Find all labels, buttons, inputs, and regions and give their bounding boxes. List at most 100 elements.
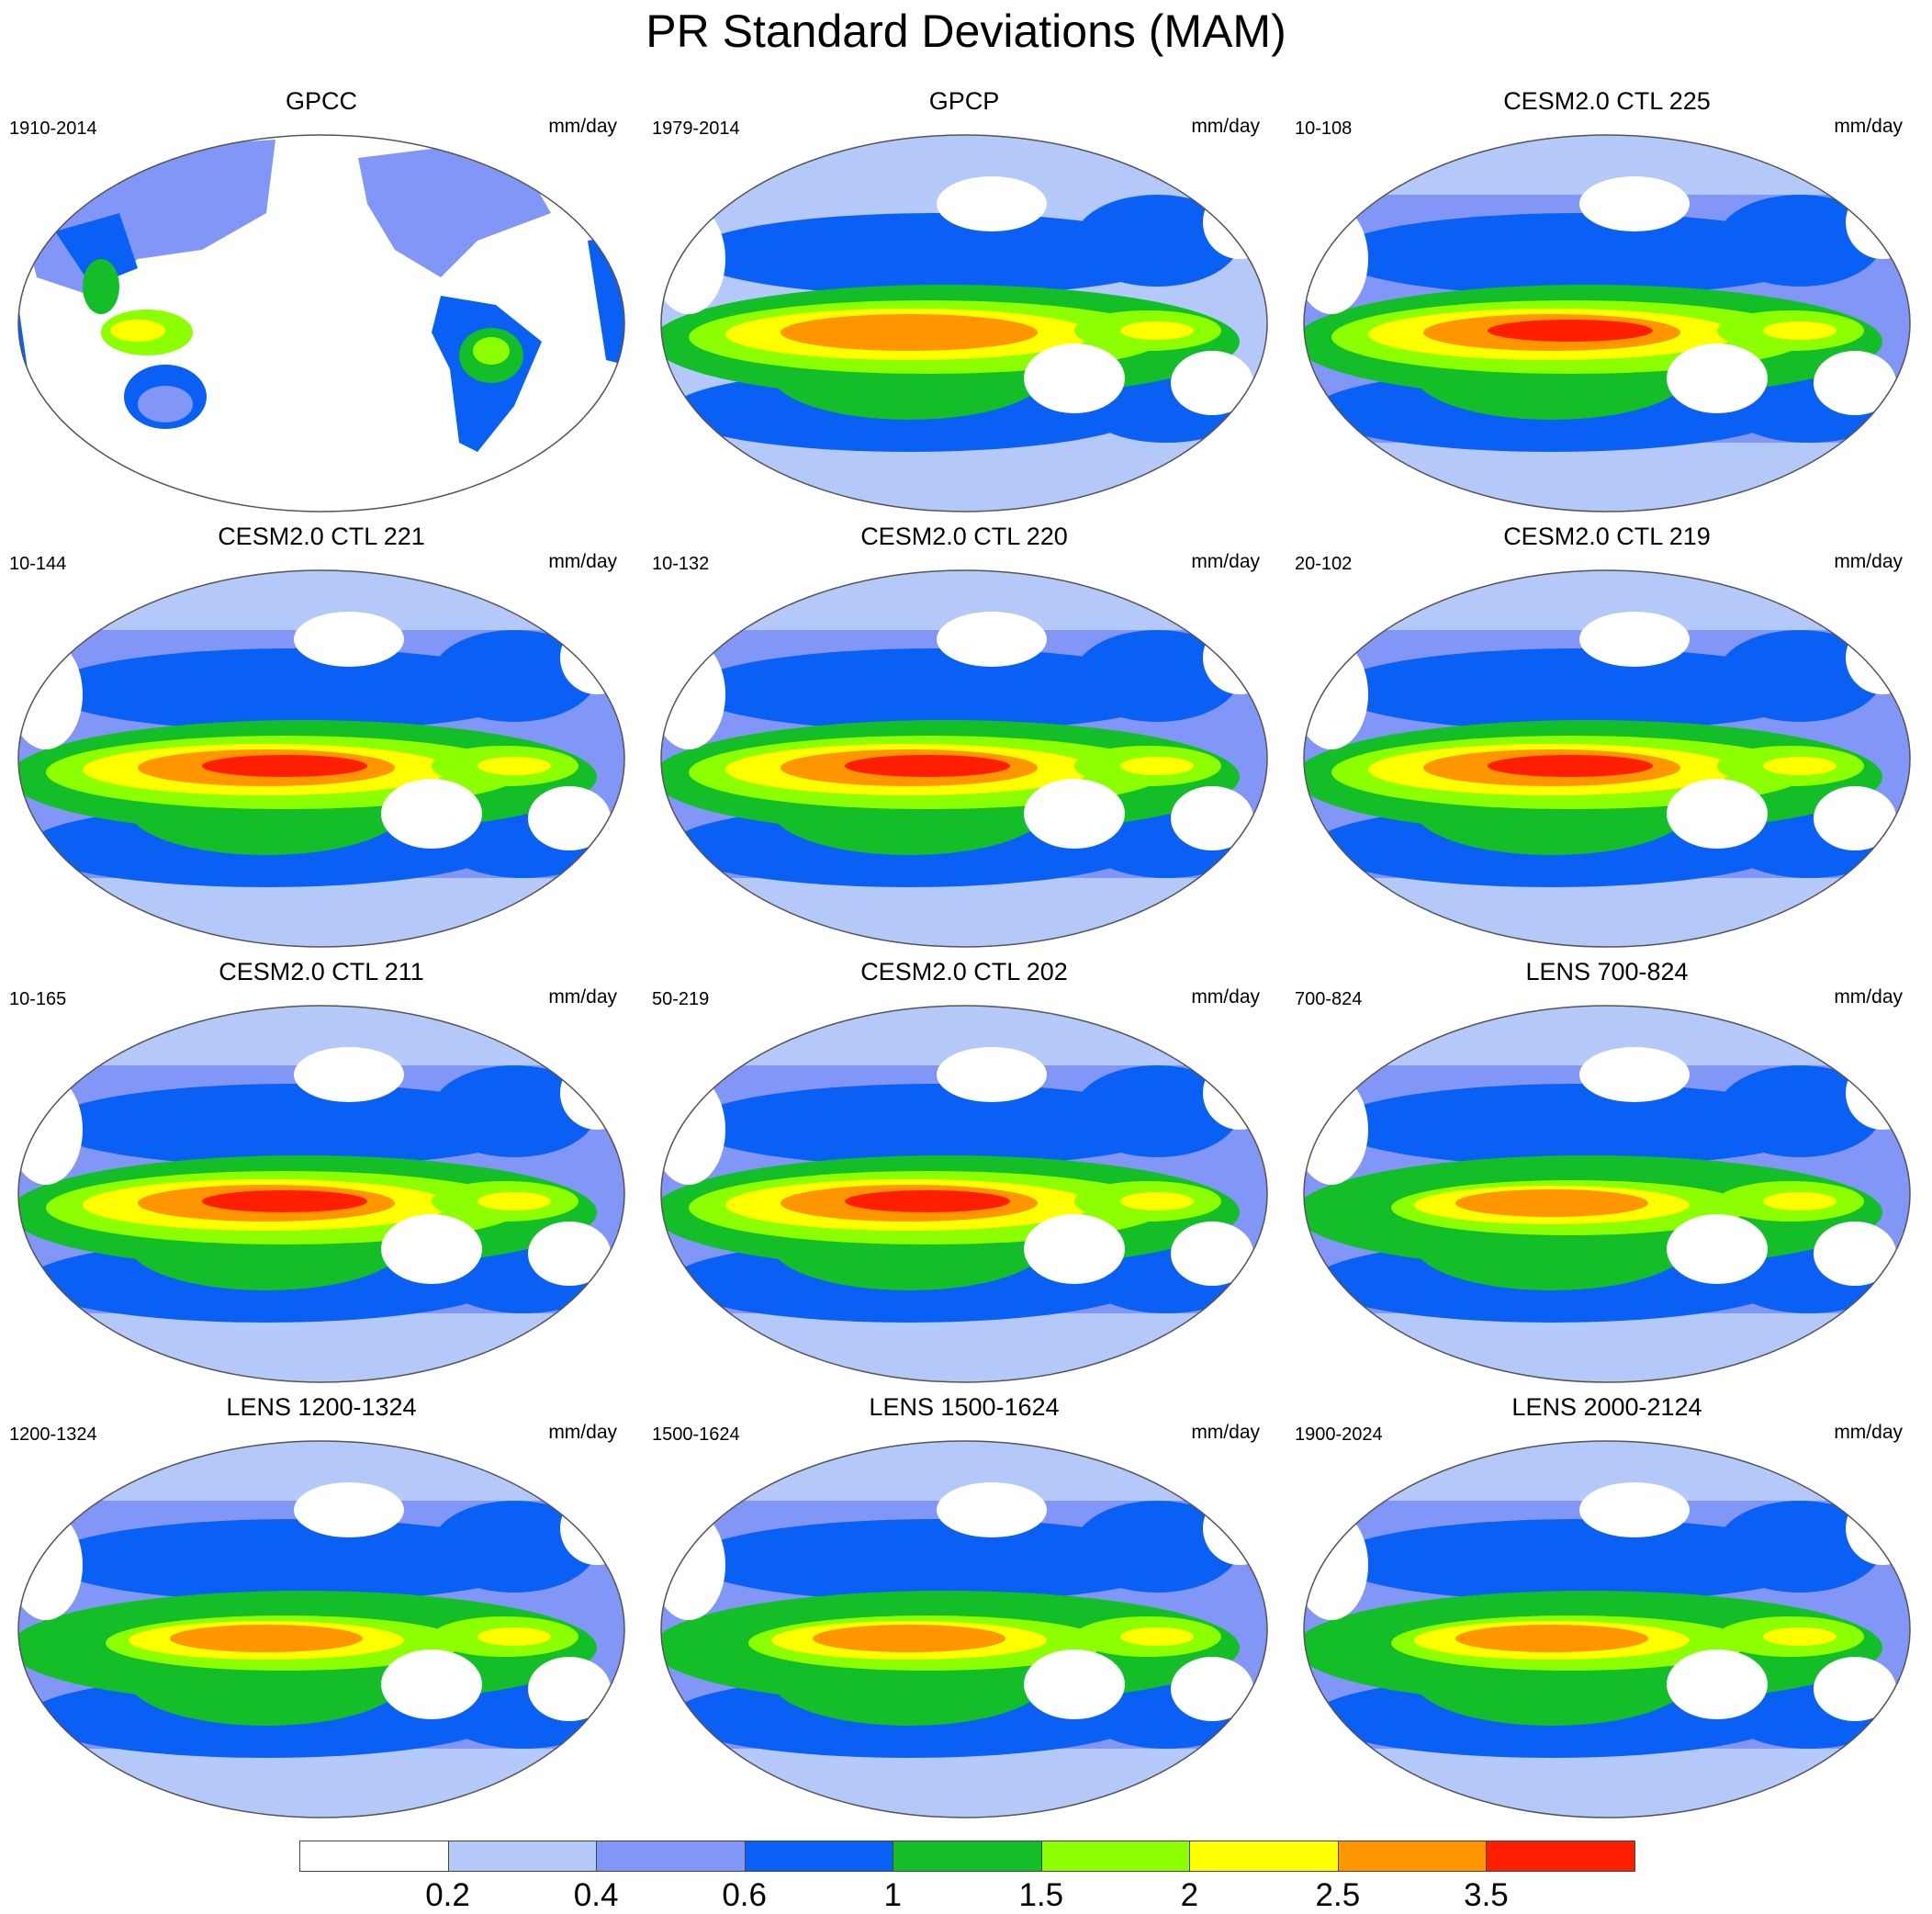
se-pacific-dry-zone bbox=[1024, 779, 1125, 849]
southern-ocean-band bbox=[661, 1749, 1267, 1818]
colorbar-label: 1.5 bbox=[1018, 1877, 1064, 1913]
southern-ocean-band bbox=[18, 878, 624, 947]
robinson-map bbox=[1303, 1005, 1911, 1383]
north-america-dry-zone bbox=[937, 612, 1047, 667]
southern-ocean-band bbox=[18, 1313, 624, 1382]
se-atlantic-dry-zone bbox=[528, 786, 611, 850]
north-atlantic-storm-track bbox=[1717, 630, 1882, 722]
map-outline bbox=[17, 1440, 625, 1818]
north-america-dry-zone bbox=[1579, 176, 1690, 231]
atlantic-itcz-core bbox=[477, 1627, 551, 1646]
north-atlantic-storm-track bbox=[1074, 1065, 1240, 1157]
panel-title: CESM2.0 CTL 211 bbox=[219, 958, 424, 985]
atlantic-itcz-core bbox=[1763, 1627, 1837, 1646]
colorbar-box bbox=[893, 1841, 1042, 1872]
north-america-land bbox=[358, 149, 551, 277]
panel-units: mm/day bbox=[548, 1422, 617, 1443]
north-pacific-storm-track bbox=[1331, 213, 1827, 296]
robinson-map bbox=[660, 569, 1268, 948]
north-america-dry-zone bbox=[937, 1047, 1047, 1102]
panel-units: mm/day bbox=[548, 116, 617, 137]
panel-title: CESM2.0 CTL 220 bbox=[860, 523, 1068, 550]
africa-edge bbox=[588, 231, 624, 369]
panel-years: 1200-1324 bbox=[9, 1424, 97, 1445]
middle-east-dry-zone bbox=[661, 1510, 725, 1620]
map-panel: LENS 1500-1624 1500-1624 mm/day bbox=[643, 1392, 1286, 1824]
map-panel: LENS 700-824 700-824 mm/day bbox=[1286, 957, 1928, 1389]
panel-units: mm/day bbox=[1834, 116, 1903, 137]
north-pacific-storm-track bbox=[689, 648, 1185, 731]
itcz-red-core bbox=[202, 1190, 367, 1212]
sahara-dry-zone bbox=[1203, 186, 1267, 259]
robinson-map bbox=[17, 569, 625, 948]
se-pacific-dry-zone bbox=[1667, 1649, 1768, 1719]
panel-title: LENS 1500-1624 bbox=[869, 1393, 1060, 1421]
map-outline bbox=[660, 1440, 1268, 1818]
colorbar-box bbox=[1040, 1841, 1191, 1872]
middle-east-dry-zone bbox=[1304, 1510, 1368, 1620]
colorbar-label: 2 bbox=[1180, 1877, 1199, 1913]
north-america-dry-zone bbox=[294, 1047, 404, 1102]
robinson-map bbox=[660, 1440, 1268, 1818]
robinson-map bbox=[17, 1005, 625, 1383]
se-pacific-dry-zone bbox=[381, 1649, 482, 1719]
map-panel: CESM2.0 CTL 220 10-132 mm/day bbox=[643, 522, 1286, 953]
itcz-red-core bbox=[1488, 755, 1653, 777]
panel-units: mm/day bbox=[1191, 551, 1260, 572]
colorbar-box bbox=[744, 1841, 894, 1872]
map-outline bbox=[1303, 1440, 1911, 1818]
map-panel: CESM2.0 CTL 221 10-144 mm/day bbox=[0, 522, 643, 953]
se-atlantic-dry-zone bbox=[1814, 1222, 1896, 1286]
sahara-dry-zone bbox=[1203, 1492, 1267, 1565]
north-pacific-storm-track bbox=[689, 1519, 1185, 1602]
panel-title: GPCP bbox=[928, 87, 1000, 115]
atlantic-itcz-core bbox=[1120, 1627, 1194, 1646]
map-outline bbox=[17, 569, 625, 948]
sahara-dry-zone bbox=[1203, 621, 1267, 694]
panel-title: CESM2.0 CTL 225 bbox=[1503, 87, 1711, 115]
north-pacific-storm-track bbox=[46, 648, 542, 731]
panel-units: mm/day bbox=[1834, 986, 1903, 1008]
sahara-dry-zone bbox=[560, 1492, 624, 1565]
middle-east-dry-zone bbox=[1304, 639, 1368, 749]
robinson-map bbox=[17, 134, 625, 512]
robinson-map bbox=[17, 1440, 625, 1818]
north-america-dry-zone bbox=[294, 1482, 404, 1537]
se-pacific-dry-zone bbox=[381, 1214, 482, 1284]
se-atlantic-dry-zone bbox=[1171, 1222, 1253, 1286]
itcz-orange bbox=[1455, 1625, 1648, 1652]
atlantic-itcz-core bbox=[1120, 1192, 1194, 1210]
map-outline bbox=[1303, 569, 1911, 948]
middle-east-dry-zone bbox=[661, 639, 725, 749]
panel-years: 50-219 bbox=[652, 989, 710, 1009]
north-pacific-storm-track bbox=[689, 213, 1185, 296]
north-atlantic-storm-track bbox=[432, 1501, 597, 1593]
se-pacific-dry-zone bbox=[1667, 779, 1768, 849]
itcz-orange bbox=[170, 1625, 363, 1652]
panel-units: mm/day bbox=[1834, 1422, 1903, 1443]
panel-title: LENS 2000-2124 bbox=[1511, 1393, 1702, 1421]
panel-title: LENS 700-824 bbox=[1525, 958, 1689, 985]
map-outline bbox=[17, 134, 625, 512]
panel-years: 1910-2014 bbox=[9, 118, 97, 139]
atlantic-itcz-core bbox=[1120, 321, 1194, 340]
se-atlantic-dry-zone bbox=[528, 1222, 611, 1286]
map-panel: CESM2.0 CTL 219 20-102 mm/day bbox=[1286, 522, 1928, 953]
panel-years: 10-165 bbox=[9, 989, 67, 1009]
colorbar-box bbox=[596, 1841, 746, 1872]
north-atlantic-storm-track bbox=[432, 630, 597, 722]
colorbar-label: 1 bbox=[883, 1877, 902, 1913]
map-outline bbox=[660, 134, 1268, 512]
east-asia-land bbox=[55, 213, 138, 287]
atlantic-itcz-core bbox=[1120, 757, 1194, 775]
north-atlantic-storm-track bbox=[1074, 195, 1240, 287]
atlantic-itcz-core bbox=[477, 757, 551, 775]
colorbar-label: 3.5 bbox=[1464, 1877, 1509, 1913]
panel-units: mm/day bbox=[548, 551, 617, 572]
atlantic-itcz-core bbox=[477, 1192, 551, 1210]
north-america-dry-zone bbox=[937, 1482, 1047, 1537]
southern-ocean-band bbox=[1304, 1313, 1910, 1382]
panel-title: CESM2.0 CTL 219 bbox=[1503, 523, 1711, 550]
se-atlantic-dry-zone bbox=[1171, 1657, 1253, 1721]
southern-ocean-band bbox=[661, 443, 1267, 512]
